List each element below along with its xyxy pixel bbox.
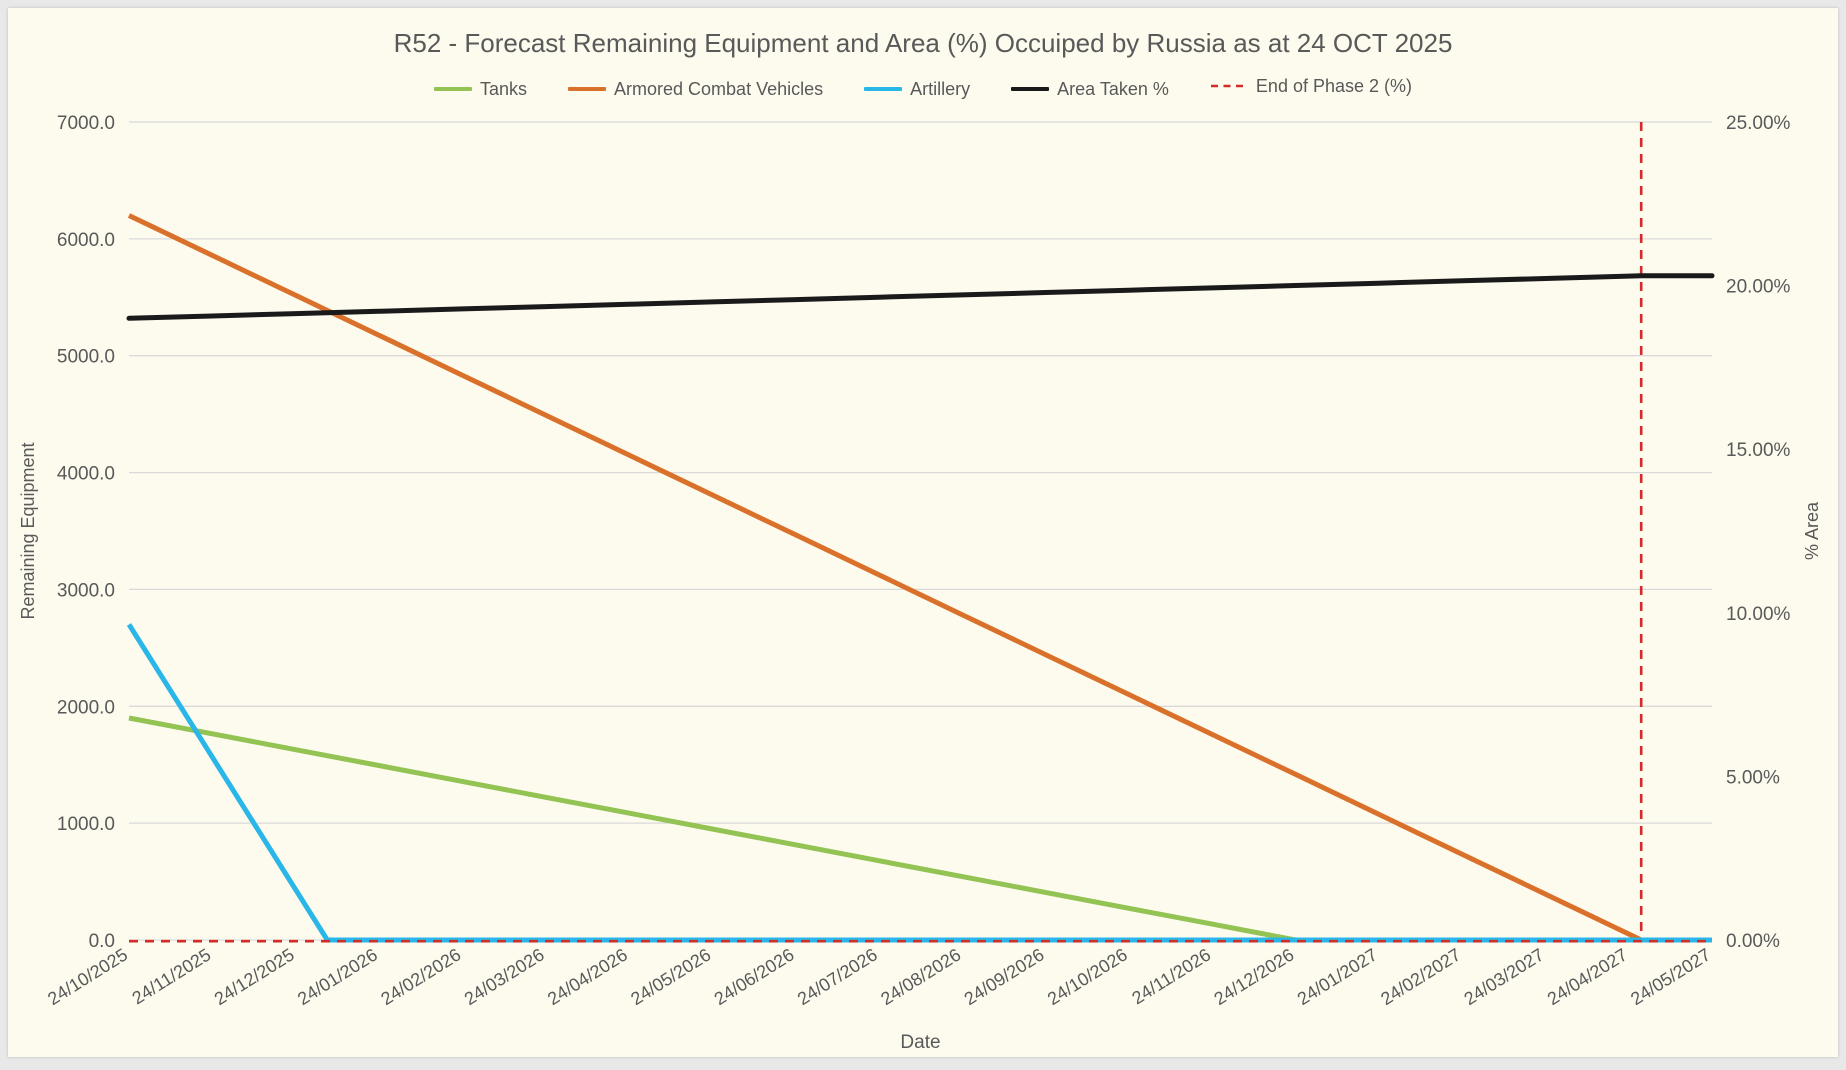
- svg-text:24/01/2026: 24/01/2026: [294, 944, 381, 1009]
- svg-text:0.0: 0.0: [89, 931, 115, 952]
- svg-text:0.00%: 0.00%: [1726, 931, 1780, 952]
- svg-text:20.00%: 20.00%: [1726, 277, 1791, 298]
- svg-text:15.00%: 15.00%: [1726, 440, 1791, 461]
- svg-text:% Area: % Area: [1802, 501, 1822, 560]
- svg-text:24/11/2026: 24/11/2026: [1128, 944, 1214, 1008]
- svg-text:24/05/2026: 24/05/2026: [627, 944, 714, 1009]
- svg-text:24/10/2025: 24/10/2025: [44, 944, 131, 1009]
- svg-text:24/03/2027: 24/03/2027: [1461, 944, 1548, 1009]
- svg-text:24/05/2027: 24/05/2027: [1627, 944, 1714, 1009]
- svg-text:24/12/2025: 24/12/2025: [211, 944, 298, 1009]
- svg-text:5.00%: 5.00%: [1726, 767, 1780, 788]
- svg-text:24/02/2027: 24/02/2027: [1377, 944, 1464, 1009]
- svg-text:6000.0: 6000.0: [57, 230, 115, 251]
- svg-text:10.00%: 10.00%: [1726, 604, 1791, 625]
- svg-text:24/02/2026: 24/02/2026: [377, 944, 464, 1009]
- svg-text:24/01/2027: 24/01/2027: [1294, 944, 1381, 1009]
- svg-text:24/11/2025: 24/11/2025: [129, 944, 215, 1008]
- svg-text:24/06/2026: 24/06/2026: [711, 944, 798, 1009]
- svg-text:2000.0: 2000.0: [57, 697, 115, 718]
- svg-text:1000.0: 1000.0: [57, 814, 115, 835]
- svg-text:7000.0: 7000.0: [57, 113, 115, 134]
- svg-text:Date: Date: [900, 1032, 940, 1053]
- svg-text:24/10/2026: 24/10/2026: [1044, 944, 1131, 1009]
- svg-text:24/12/2026: 24/12/2026: [1211, 944, 1298, 1009]
- svg-text:Remaining Equipment: Remaining Equipment: [18, 442, 38, 619]
- svg-text:24/09/2026: 24/09/2026: [961, 944, 1048, 1009]
- svg-text:24/04/2026: 24/04/2026: [544, 944, 631, 1009]
- svg-text:3000.0: 3000.0: [57, 580, 115, 601]
- svg-text:4000.0: 4000.0: [57, 464, 115, 485]
- svg-text:5000.0: 5000.0: [57, 347, 115, 368]
- svg-text:24/07/2026: 24/07/2026: [794, 944, 881, 1009]
- svg-text:24/03/2026: 24/03/2026: [461, 944, 548, 1009]
- svg-text:24/08/2026: 24/08/2026: [877, 944, 964, 1009]
- svg-text:24/04/2027: 24/04/2027: [1544, 944, 1631, 1009]
- svg-text:25.00%: 25.00%: [1726, 113, 1791, 134]
